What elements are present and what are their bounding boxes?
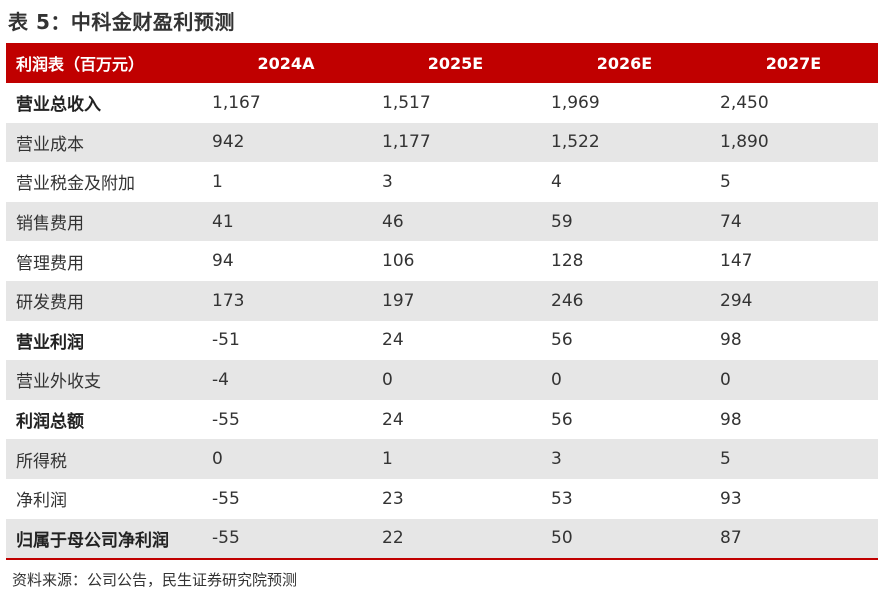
header-year-2024a: 2024A [257,53,315,73]
row-value-2025e: 1 [382,449,393,470]
row-value-2026e: 246 [551,290,584,311]
row-value-2026e: 0 [551,369,562,390]
table-body: 营业总收入 1,167 1,517 1,969 2,450 营业成本 942 1,177 1,5… [6,83,878,559]
row-value-2024a: 41 [212,211,234,232]
table-header-row: 利润表（百万元） 2024A 2025E 2026E 2027E [6,43,878,83]
row-value-2024a: 173 [212,290,245,311]
row-value-2026e: 53 [551,488,573,509]
header-label: 利润表（百万元） [16,55,145,74]
row-label: 管理费用 [16,253,84,274]
row-label: 所得税 [16,451,67,472]
row-value-2024a: 94 [212,251,234,272]
row-value-2026e: 128 [551,251,584,272]
row-value-2027e: 5 [720,449,731,470]
row-value-2027e: 294 [720,290,753,311]
row-value-2024a: -55 [212,528,240,549]
row-value-2025e: 197 [382,290,415,311]
table-row: 归属于母公司净利润 -55 22 50 87 [6,518,878,559]
row-value-2026e: 4 [551,171,562,192]
table-row: 所得税 0 1 3 5 [6,439,878,479]
table-row: 销售费用 41 46 59 74 [6,201,878,242]
row-value-2025e: 22 [382,528,404,549]
row-value-2027e: 98 [720,330,742,351]
row-value-2024a: 1,167 [212,92,261,113]
row-label: 营业总收入 [16,95,101,116]
table-row: 营业税金及附加 1 3 4 5 [6,162,878,202]
table-row: 研发费用 173 197 246 294 [6,280,878,321]
row-value-2024a: 1 [212,171,223,192]
table-row: 管理费用 94 106 128 147 [6,241,878,281]
row-value-2026e: 3 [551,449,562,470]
footer-divider [6,558,878,560]
source-note: 资料来源：公司公告，民生证券研究院预测 [12,571,298,589]
table-row: 营业成本 942 1,177 1,522 1,890 [6,122,878,163]
table-row: 营业利润 -51 24 56 98 [6,321,878,361]
header-year-2026e: 2026E [596,53,653,73]
row-value-2026e: 59 [551,211,573,232]
header-year-2025e: 2025E [427,53,484,73]
row-value-2027e: 5 [720,171,731,192]
row-value-2027e: 2,450 [720,92,769,113]
row-value-2026e: 56 [551,409,573,430]
row-value-2027e: 0 [720,369,731,390]
row-label: 销售费用 [16,214,84,235]
table-row: 营业外收支 -4 0 0 0 [6,360,878,400]
row-value-2025e: 46 [382,211,404,232]
row-label: 利润总额 [16,412,84,433]
row-value-2027e: 93 [720,488,742,509]
row-value-2026e: 1,969 [551,92,600,113]
row-value-2027e: 74 [720,211,742,232]
row-value-2024a: 942 [212,132,245,153]
row-value-2027e: 87 [720,528,742,549]
row-value-2027e: 98 [720,409,742,430]
row-value-2024a: 0 [212,449,223,470]
row-label: 营业外收支 [16,372,101,393]
row-value-2025e: 1,517 [382,92,431,113]
row-value-2025e: 1,177 [382,132,431,153]
header-year-2027e: 2027E [765,53,822,73]
table-row: 利润总额 -55 24 56 98 [6,400,878,440]
row-value-2024a: -55 [212,409,240,430]
row-value-2027e: 1,890 [720,132,769,153]
row-value-2027e: 147 [720,251,753,272]
table-row: 净利润 -55 23 53 93 [6,479,878,519]
row-value-2025e: 0 [382,369,393,390]
row-value-2025e: 24 [382,409,404,430]
row-value-2025e: 3 [382,171,393,192]
row-label: 营业成本 [16,134,84,155]
row-value-2025e: 24 [382,330,404,351]
row-value-2026e: 1,522 [551,132,600,153]
row-value-2025e: 23 [382,488,404,509]
row-label: 净利润 [16,491,67,512]
row-value-2024a: -4 [212,369,229,390]
row-label: 营业税金及附加 [16,174,135,195]
row-value-2024a: -51 [212,330,240,351]
row-value-2025e: 106 [382,251,415,272]
table-row: 营业总收入 1,167 1,517 1,969 2,450 [6,83,878,123]
row-value-2024a: -55 [212,488,240,509]
row-value-2026e: 56 [551,330,573,351]
row-label: 归属于母公司净利润 [16,530,169,551]
row-value-2026e: 50 [551,528,573,549]
row-label: 研发费用 [16,293,84,314]
row-label: 营业利润 [16,332,84,353]
income-statement-table: 利润表（百万元） 2024A 2025E 2026E 2027E 营业总收入 1,… [6,43,878,559]
table-title: 表 5：中科金财盈利预测 [8,10,235,34]
